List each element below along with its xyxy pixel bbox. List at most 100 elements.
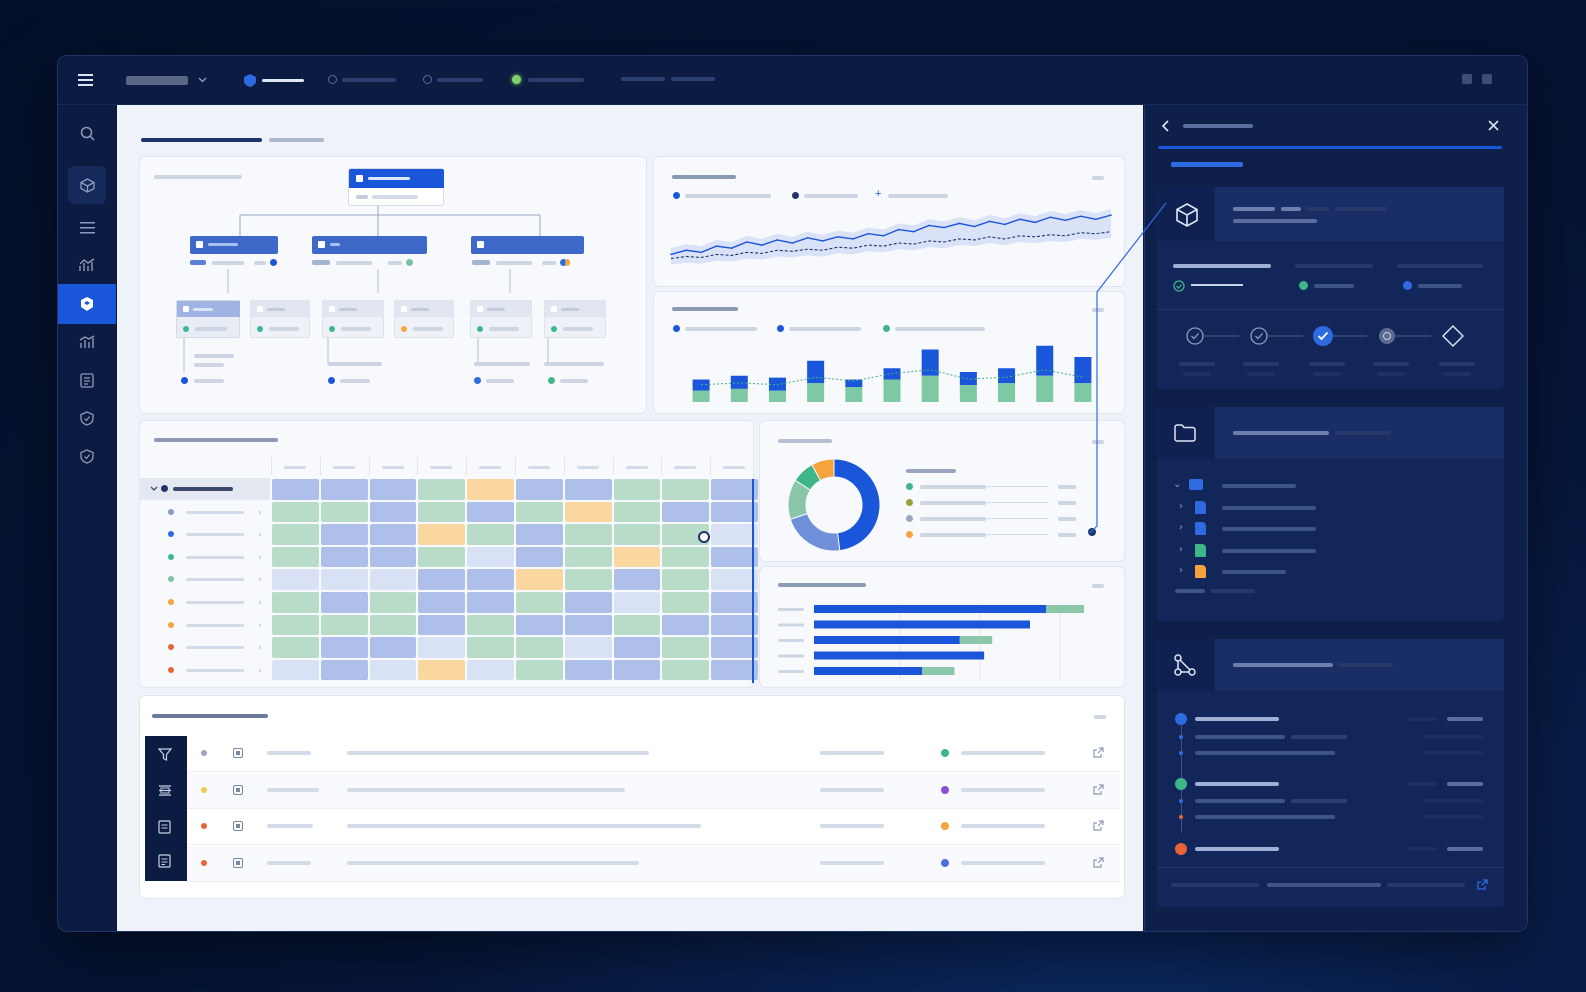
table-row[interactable] [187,736,1120,772]
branch-node-3[interactable] [471,236,584,254]
heatmap-cell[interactable] [516,479,563,500]
sidebar-item-shield-check[interactable] [68,437,106,475]
heatmap-cell[interactable] [467,614,514,636]
table-row[interactable] [187,845,1120,882]
heatmap-cell[interactable] [272,637,319,658]
sort-button[interactable] [158,784,172,797]
tab-3[interactable] [423,74,485,86]
heatmap-cell[interactable] [564,546,612,568]
heatmap-cell[interactable] [418,659,466,681]
timeline-node[interactable] [1175,778,1187,790]
toolbar-links[interactable] [621,75,717,83]
connector-handle[interactable] [1088,528,1096,536]
heatmap-cell[interactable] [564,637,612,658]
card-menu[interactable] [1092,440,1104,444]
heatmap-cell[interactable] [613,614,661,636]
heatmap-cell[interactable] [564,524,612,545]
heatmap-cell[interactable] [711,637,758,658]
heatmap-cell[interactable] [467,546,514,568]
tree-file[interactable]: › [1157,542,1504,560]
heatmap-group-row[interactable] [140,478,270,500]
heatmap-cell[interactable] [613,479,661,500]
heatmap-cell[interactable] [613,501,661,523]
heatmap-cell[interactable] [711,501,758,523]
heatmap-cell[interactable] [516,659,563,681]
heatmap-cell[interactable] [272,501,319,523]
notes-button[interactable] [158,820,171,834]
heatmap-cell[interactable] [516,546,563,568]
timeline-node[interactable] [1175,843,1187,855]
external-link-icon[interactable] [1093,820,1104,831]
heatmap-cell[interactable] [662,546,710,568]
heatmap-cell[interactable] [613,637,661,658]
chevron-right-icon[interactable]: › [1179,500,1183,512]
workspace-selector[interactable] [126,74,212,86]
heatmap-cell[interactable] [467,479,514,500]
leaf-node-2[interactable] [250,300,310,338]
card-menu[interactable] [1092,176,1104,180]
heatmap-cell[interactable] [711,659,758,681]
heatmap-cell[interactable] [711,546,758,568]
heatmap-cell[interactable] [369,501,417,523]
heatmap-cell[interactable] [418,592,466,613]
heatmap-cell[interactable] [613,546,661,568]
heatmap-cell[interactable] [467,569,514,590]
sidebar-item-list[interactable] [68,208,106,246]
external-link-icon[interactable] [1093,783,1104,795]
heatmap-cell[interactable] [467,592,514,613]
heatmap-cell[interactable] [564,501,612,523]
tab-2[interactable] [328,74,398,86]
timeline-node[interactable] [1175,713,1187,725]
heatmap-cell[interactable] [272,524,319,545]
heatmap-cell[interactable] [320,637,368,658]
heatmap-cell[interactable] [564,569,612,590]
chevron-right-icon[interactable]: › [1179,565,1183,576]
sidebar-item-cube[interactable] [68,166,106,204]
window-control-2[interactable] [1482,74,1492,84]
heatmap-cell[interactable] [320,614,368,636]
heatmap-cell[interactable] [418,524,466,545]
branch-node-2[interactable] [312,236,427,254]
heatmap-cell[interactable] [320,592,368,613]
heatmap-cell[interactable] [662,501,710,523]
leaf-node-5[interactable] [470,300,532,338]
heatmap-cell[interactable] [711,569,758,590]
card-menu[interactable] [1092,584,1104,588]
heatmap-cell[interactable] [320,569,368,590]
heatmap-cell[interactable] [369,479,417,500]
heatmap-cell[interactable] [272,479,319,500]
heatmap-cell[interactable] [662,592,710,613]
heatmap-cell[interactable] [272,546,319,568]
hamburger-icon[interactable] [78,73,94,87]
heatmap-cell[interactable] [564,479,612,500]
sidebar-item-bar-chart[interactable] [68,323,106,361]
report-button[interactable] [158,854,171,868]
external-link-icon[interactable] [1093,856,1104,868]
heatmap-cell[interactable] [272,569,319,590]
sidebar-item-analytics[interactable] [68,246,106,284]
chevron-right-icon[interactable]: › [1179,522,1183,533]
heatmap-cell[interactable] [516,524,563,545]
heatmap-cell[interactable] [662,479,710,500]
heatmap-cell[interactable] [320,524,368,545]
heatmap-cell[interactable] [662,614,710,636]
heatmap-cell[interactable] [662,659,710,681]
heatmap-cell[interactable] [320,479,368,500]
branch-node-1[interactable] [190,236,278,254]
chevron-right-icon[interactable]: › [1179,543,1183,555]
heatmap-cell[interactable] [662,524,710,545]
heatmap-cell[interactable] [711,479,758,500]
heatmap-cell[interactable] [320,546,368,568]
heatmap-cell[interactable] [418,479,466,500]
heatmap-cell[interactable] [467,659,514,681]
heatmap-cell[interactable] [613,659,661,681]
heatmap-cell[interactable] [369,637,417,658]
chevron-right-icon[interactable]: › [258,665,262,676]
heatmap-cell[interactable] [711,614,758,636]
heatmap-cell[interactable] [662,569,710,590]
tree-file[interactable]: › [1157,499,1504,517]
filter-button[interactable] [158,748,172,761]
heatmap-cell[interactable] [369,659,417,681]
heatmap-cell[interactable] [369,569,417,590]
heatmap-cell[interactable] [564,659,612,681]
